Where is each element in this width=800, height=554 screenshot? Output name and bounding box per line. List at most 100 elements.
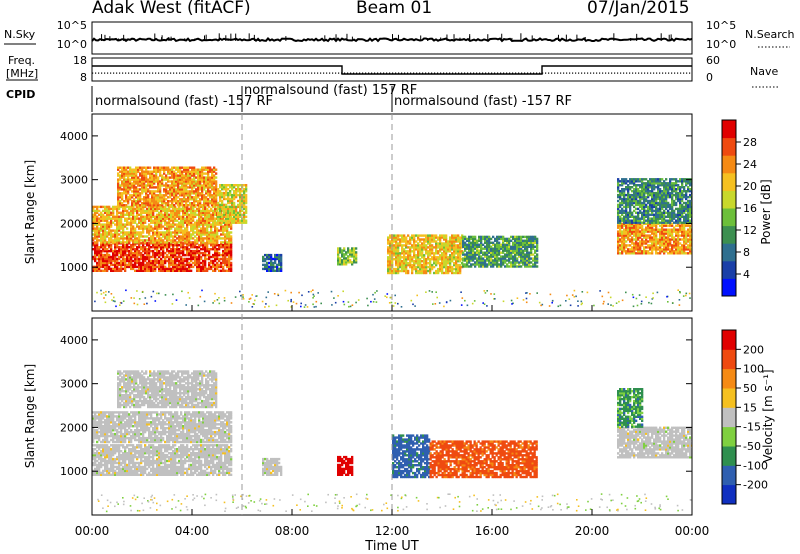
echo-cell bbox=[486, 251, 489, 254]
echo-cell bbox=[143, 178, 146, 181]
echo-cell bbox=[138, 253, 141, 257]
echo-cell bbox=[120, 215, 123, 218]
echo-cell bbox=[657, 252, 660, 255]
echo-cell bbox=[146, 265, 149, 269]
echo-cell bbox=[629, 250, 632, 253]
echo-cell bbox=[480, 241, 483, 244]
echo-cell bbox=[421, 269, 424, 273]
echo-cell bbox=[143, 202, 146, 205]
echo-cell bbox=[490, 259, 493, 262]
echo-cell bbox=[276, 255, 279, 259]
echo-cell bbox=[199, 198, 202, 201]
echo-cell bbox=[214, 211, 217, 214]
echo-cell bbox=[223, 205, 226, 209]
nave-dot bbox=[272, 72, 274, 74]
echo-cell bbox=[183, 192, 186, 195]
echo-cell bbox=[170, 261, 173, 265]
echo-cell bbox=[92, 207, 95, 211]
echo-cell bbox=[170, 227, 173, 230]
echo-cell bbox=[112, 251, 115, 255]
echo-cell bbox=[219, 203, 222, 207]
echo-cell bbox=[229, 184, 232, 187]
echo-cell bbox=[140, 217, 143, 220]
echo-cell bbox=[146, 209, 149, 213]
echo-cell bbox=[148, 257, 151, 261]
echo-cell bbox=[274, 257, 277, 261]
echo-cell bbox=[148, 227, 151, 230]
nave-dot bbox=[461, 72, 463, 74]
echo-cell bbox=[516, 241, 519, 244]
echo-cell bbox=[486, 257, 489, 260]
echo-cell bbox=[183, 200, 186, 203]
echo-cell bbox=[196, 267, 199, 271]
echo-cell bbox=[157, 182, 160, 185]
echo-cell bbox=[123, 180, 126, 183]
echo-cell bbox=[415, 246, 418, 249]
echo-cell bbox=[209, 194, 212, 197]
echo-cell bbox=[108, 241, 111, 244]
echo-cell bbox=[130, 239, 133, 242]
echo-cell bbox=[166, 246, 169, 249]
echo-cell bbox=[667, 242, 670, 245]
echo-cell bbox=[462, 253, 465, 256]
echo-cell bbox=[96, 227, 99, 230]
echo-cell bbox=[210, 239, 213, 242]
echo-cell bbox=[152, 255, 155, 259]
echo-cell bbox=[185, 168, 188, 171]
echo-cell bbox=[395, 240, 398, 243]
echo-cell bbox=[651, 252, 654, 255]
echo-cell bbox=[217, 221, 220, 224]
echo-cell bbox=[215, 192, 218, 195]
echo-cell bbox=[429, 267, 432, 271]
echo-cell bbox=[221, 188, 224, 191]
echo-cell bbox=[122, 233, 125, 236]
echo-cell bbox=[96, 248, 99, 251]
echo-cell bbox=[135, 188, 138, 191]
echo-cell bbox=[219, 213, 222, 216]
echo-cell bbox=[667, 232, 670, 235]
echo-cell bbox=[161, 168, 164, 171]
echo-cell bbox=[193, 204, 196, 207]
echo-cell bbox=[208, 267, 211, 271]
echo-cell bbox=[221, 219, 224, 222]
echo-cell bbox=[202, 246, 205, 249]
echo-cell bbox=[164, 244, 167, 247]
echo-cell bbox=[270, 269, 273, 272]
echo-cell bbox=[164, 221, 167, 224]
echo-cell bbox=[401, 234, 404, 237]
echo-cell bbox=[225, 186, 228, 189]
echo-cell bbox=[192, 209, 195, 213]
echo-cell bbox=[165, 186, 168, 189]
echo-cell bbox=[534, 235, 537, 239]
echo-cell bbox=[665, 230, 668, 233]
echo-cell bbox=[209, 196, 212, 199]
echo-cell bbox=[152, 227, 155, 230]
echo-cell bbox=[117, 174, 120, 177]
echo-cell bbox=[208, 221, 211, 224]
echo-cell bbox=[112, 211, 115, 214]
echo-cell bbox=[148, 248, 151, 251]
echo-cell bbox=[224, 244, 227, 247]
nave-dot bbox=[329, 72, 331, 74]
echo-cell bbox=[278, 259, 281, 263]
echo-cell bbox=[677, 228, 680, 231]
echo-cell bbox=[186, 244, 189, 247]
echo-cell bbox=[669, 232, 672, 235]
echo-cell bbox=[104, 257, 107, 261]
echo-cell bbox=[508, 253, 511, 256]
echo-cell bbox=[156, 257, 159, 261]
echo-cell bbox=[512, 247, 515, 250]
echo-cell bbox=[437, 260, 440, 263]
echo-cell bbox=[397, 248, 400, 251]
echo-cell bbox=[104, 237, 107, 240]
echo-cell bbox=[230, 227, 233, 230]
echo-cell bbox=[182, 209, 185, 213]
echo-cell bbox=[239, 193, 242, 197]
echo-cell bbox=[172, 209, 175, 213]
echo-cell bbox=[104, 205, 107, 209]
echo-cell bbox=[117, 202, 120, 205]
echo-cell bbox=[117, 186, 120, 189]
nave-dot bbox=[293, 72, 295, 74]
echo-cell bbox=[526, 253, 529, 256]
echo-cell bbox=[120, 227, 123, 230]
